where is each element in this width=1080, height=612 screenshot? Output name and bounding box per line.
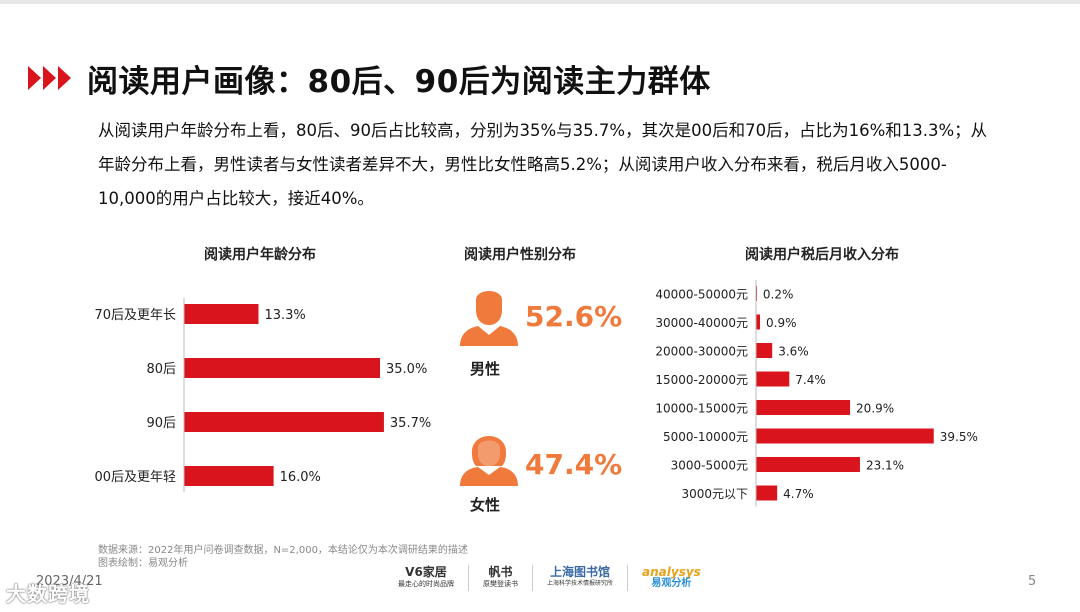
bar [756,343,773,358]
category-label: 00后及更年轻 [94,470,176,485]
page-number: 5 [1028,574,1037,589]
value-label: 16.0% [280,470,321,485]
fanshu-logo: 帆书 原樊登读书 [483,565,518,588]
value-label: 35.0% [386,362,427,377]
value-label: 23.1% [866,459,904,473]
bar [756,428,934,444]
value-label: 3.6% [778,345,809,359]
bar [756,457,860,472]
value-label: 39.5% [940,430,978,444]
value-label: 4.7% [783,487,814,501]
income-chart: 40000-50000元 0.2% 30000-40000元 0.9% 20000-30… [655,280,978,507]
category-label: 3000元以下 [681,487,748,501]
page-title: 阅读用户画像：80后、90后为阅读主力群体 [87,63,711,100]
category-label: 3000-5000元 [671,459,748,473]
partner-logos: V6家居 最走心的时尚品牌 帆书 原樊登读书 上海图书馆 上海科学技术情报研究所 an… [398,562,701,594]
category-label: 10000-15000元 [655,402,748,416]
age-chart: 70后及更年长 13.3% 80后 35.0% 90后 35.7% 00后及更年轻 16.0% [94,298,431,492]
v6-logo: V6家居 最走心的时尚品牌 [398,565,454,588]
gender-chart-title: 阅读用户性别分布 [464,247,576,263]
male-label: 男性 [470,360,501,378]
summary-text: 从阅读用户年龄分布上看，80后、90后占比较高，分别为35%与35.7%，其次是… [98,121,988,208]
library-logo: 上海图书馆 上海科学技术情报研究所 [547,565,614,587]
male-person-icon [460,291,518,346]
bar [184,304,259,324]
report-date: 2023/4/21 [36,574,103,589]
male-percentage: 52.6% [525,300,623,333]
bar [184,412,384,432]
bar [756,314,761,330]
category-label: 40000-50000元 [655,288,748,302]
bar [756,371,790,387]
value-label: 20.9% [856,402,894,416]
watermark: 大数跨境 [6,582,90,606]
bar [184,466,274,486]
bar [184,358,380,378]
female-person-icon [460,436,518,486]
analysys-logo: analysys 易观分析 [642,565,701,589]
category-label: 5000-10000元 [663,430,748,444]
chart-credit-note: 图表绘制：易观分析 [98,558,188,569]
category-label: 30000-40000元 [655,316,748,330]
category-label: 70后及更年长 [94,308,176,323]
value-label: 0.9% [766,316,797,330]
age-chart-title: 阅读用户年龄分布 [204,247,316,263]
value-label: 35.7% [390,416,431,431]
bar [756,485,778,501]
bar [756,400,851,415]
data-source-note: 数据来源：2022年用户问卷调查数据，N=2,000，本结论仅为本次调研结果的描… [98,545,468,556]
value-label: 0.2% [763,288,794,302]
female-percentage: 47.4% [525,448,623,481]
category-label: 80后 [146,362,176,377]
value-label: 7.4% [795,373,826,387]
value-label: 13.3% [264,308,305,323]
category-label: 20000-30000元 [655,345,748,359]
income-chart-title: 阅读用户税后月收入分布 [745,247,899,263]
title-row: 阅读用户画像：80后、90后为阅读主力群体 [28,56,711,100]
category-label: 90后 [146,416,176,431]
female-label: 女性 [470,496,501,514]
category-label: 15000-20000元 [655,373,748,387]
top-border [0,0,1080,4]
chevron-arrows-icon [28,66,73,90]
